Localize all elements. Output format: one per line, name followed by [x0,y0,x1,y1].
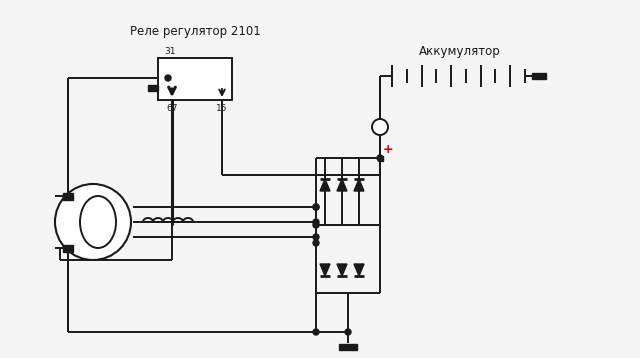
Circle shape [372,119,388,135]
Circle shape [313,204,319,210]
Text: 15: 15 [216,104,228,113]
Circle shape [165,75,171,81]
Circle shape [313,329,319,335]
Bar [339,344,357,350]
Circle shape [377,155,383,161]
Text: 67: 67 [166,104,178,113]
Circle shape [345,329,351,335]
Circle shape [313,219,319,225]
Bar [148,85,158,91]
Bar [378,155,383,160]
Circle shape [313,204,319,210]
Text: Реле регулятор 2101: Реле регулятор 2101 [130,25,260,39]
Circle shape [313,222,319,228]
Bar [63,245,73,252]
Circle shape [55,184,131,260]
Polygon shape [337,264,347,276]
Text: 31: 31 [164,47,175,56]
Circle shape [313,234,319,240]
Bar [158,58,232,100]
Bar [63,193,73,199]
Polygon shape [337,179,347,191]
Polygon shape [320,264,330,276]
Bar [532,73,546,79]
Polygon shape [354,179,364,191]
Text: Аккумулятор: Аккумулятор [419,45,501,58]
Polygon shape [354,264,364,276]
Circle shape [313,240,319,246]
Polygon shape [320,179,330,191]
Text: +: + [383,143,394,156]
Ellipse shape [80,196,116,248]
